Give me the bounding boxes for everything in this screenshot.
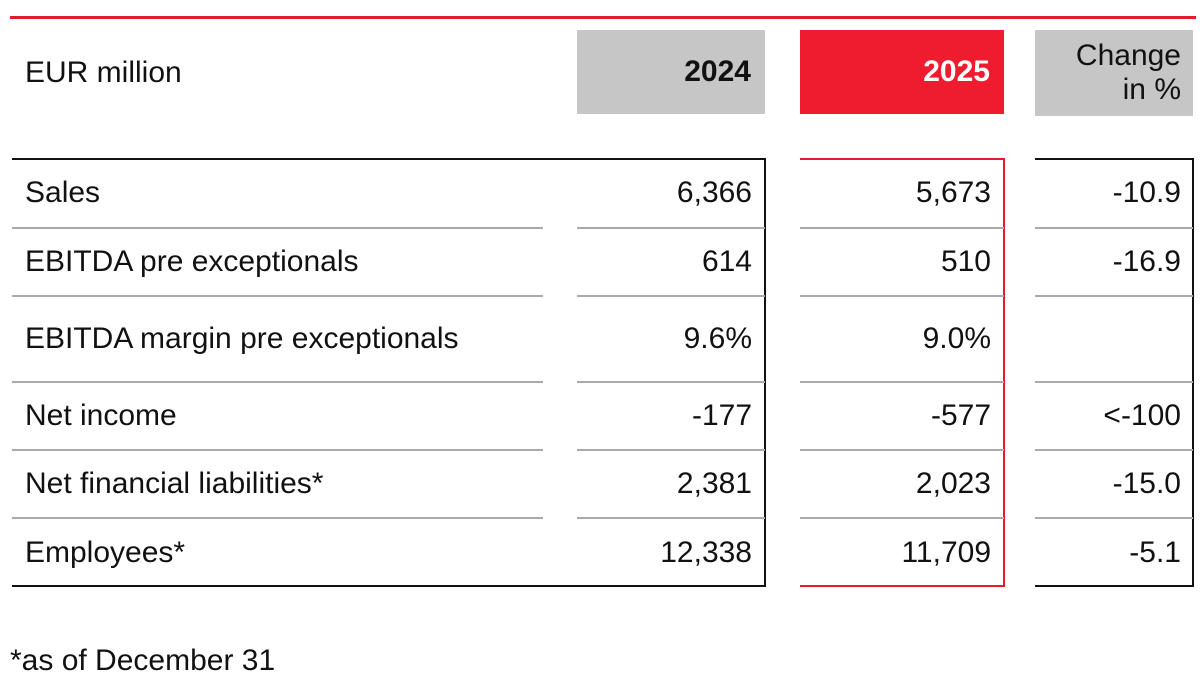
value-2024-text: -177: [691, 399, 752, 432]
value-2024: 9.6%: [577, 296, 752, 382]
row-label-text: Sales: [25, 176, 101, 209]
value-2024-text: 9.6%: [683, 322, 752, 355]
value-change-text: -16.9: [1112, 245, 1181, 278]
row-label: Net income: [25, 382, 545, 450]
row-label-text: EBITDA margin pre exceptionals: [25, 322, 459, 355]
row-divider: [577, 295, 765, 297]
header-change-line1: Change: [1075, 39, 1181, 72]
value-change-text: -15.0: [1112, 467, 1181, 500]
row-divider: [800, 295, 1004, 297]
value-2024: 614: [577, 228, 752, 296]
row-divider: [12, 227, 543, 229]
value-2025-text: 5,673: [915, 176, 991, 209]
row-divider: [800, 517, 1004, 519]
row-divider: [1035, 295, 1193, 297]
table-frame-change: [1035, 158, 1194, 587]
row-divider: [12, 381, 543, 383]
row-label: EBITDA pre exceptionals: [25, 228, 545, 296]
row-label-text: Net financial liabilities*: [25, 467, 324, 500]
value-change: -10.9: [1035, 158, 1181, 228]
row-divider: [1035, 449, 1193, 451]
value-2025-text: 510: [940, 245, 991, 278]
row-label: Employees*: [25, 518, 545, 587]
value-2025-text: 9.0%: [922, 322, 991, 355]
header-2025: 2025: [800, 30, 1004, 114]
value-change-text: -5.1: [1129, 535, 1181, 569]
value-2024-text: 12,338: [660, 535, 752, 569]
value-2024: 2,381: [577, 450, 752, 518]
row-divider: [577, 449, 765, 451]
value-2024-text: 2,381: [676, 467, 752, 500]
row-label: Net financial liabilities*: [25, 450, 545, 518]
value-2024-text: 614: [701, 245, 752, 278]
row-divider: [800, 227, 1004, 229]
value-2025: 5,673: [800, 158, 991, 228]
value-change: -16.9: [1035, 228, 1181, 296]
value-change: -5.1: [1035, 518, 1181, 587]
value-change: -15.0: [1035, 450, 1181, 518]
row-divider: [1035, 517, 1193, 519]
row-divider: [1035, 381, 1193, 383]
value-2024: 12,338: [577, 518, 752, 587]
row-divider: [577, 517, 765, 519]
value-2025: -577: [800, 382, 991, 450]
row-divider: [12, 517, 543, 519]
row-divider: [577, 381, 765, 383]
header-2025-label: 2025: [923, 55, 990, 88]
row-label: Sales: [25, 158, 545, 228]
value-2024: 6,366: [577, 158, 752, 228]
value-2025: 9.0%: [800, 296, 991, 382]
value-2025-text: 2,023: [915, 467, 991, 500]
row-divider: [577, 227, 765, 229]
value-change: <-100: [1035, 382, 1181, 450]
header-change: Change in %: [1035, 30, 1193, 116]
value-change-text: <-100: [1103, 399, 1181, 432]
row-divider: [800, 449, 1004, 451]
row-divider: [1035, 227, 1193, 229]
value-change-text: -10.9: [1112, 176, 1181, 209]
footnote: *as of December 31: [10, 644, 276, 677]
row-label: EBITDA margin pre exceptionals: [25, 296, 545, 382]
value-2024: -177: [577, 382, 752, 450]
value-2025: 510: [800, 228, 991, 296]
table-frame-2025: [800, 158, 1005, 587]
value-change: [1035, 296, 1181, 382]
row-label-text: Employees*: [25, 535, 186, 569]
row-label-text: EBITDA pre exceptionals: [25, 245, 359, 278]
header-2024-label: 2024: [684, 55, 751, 88]
value-2025-text: -577: [930, 399, 991, 432]
top-rule: [10, 16, 1196, 19]
unit-label: EUR million: [25, 56, 182, 89]
row-label-text: Net income: [25, 399, 177, 432]
row-divider: [12, 449, 543, 451]
header-2024: 2024: [577, 30, 765, 114]
value-2025-text: 11,709: [901, 535, 991, 569]
row-divider: [800, 381, 1004, 383]
header-change-line2: in %: [1122, 73, 1181, 106]
value-2024-text: 6,366: [676, 176, 752, 209]
value-2025: 2,023: [800, 450, 991, 518]
row-divider: [12, 295, 543, 297]
table-frame-2024: [12, 158, 766, 587]
value-2025: 11,709: [800, 518, 991, 587]
